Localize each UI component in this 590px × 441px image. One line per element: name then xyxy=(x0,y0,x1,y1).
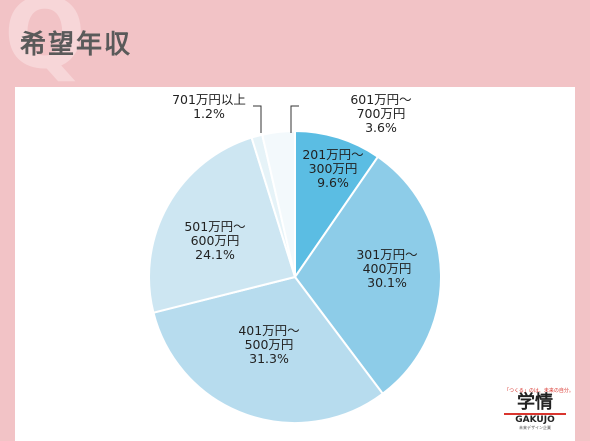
gakujo-logo: 「つくる」のは、未来の自分。 学情 GAKUJO 未来デザイン企業 xyxy=(504,387,574,431)
slice-label: 201万円〜 300万円 9.6% xyxy=(302,147,363,190)
slice-label: 301万円〜 400万円 30.1% xyxy=(356,247,417,290)
pie-chart: 201万円〜 300万円 9.6% 301万円〜 400万円 30.1% 401万円〜 500… xyxy=(148,92,442,424)
q-mark: Q xyxy=(4,0,86,90)
pie-slice xyxy=(152,275,385,424)
pie-slice xyxy=(293,155,442,396)
chart-panel: 201万円〜 300万円 9.6% 301万円〜 400万円 30.1% 401万円〜 500… xyxy=(15,87,575,441)
logo-name: GAKUJO xyxy=(504,413,566,425)
page-title: 希望年収 xyxy=(20,30,133,60)
slice-label: 401万円〜 500万円 31.3% xyxy=(238,323,299,366)
slice-label: 501万円〜 600万円 24.1% xyxy=(184,219,245,262)
pie-slice xyxy=(294,129,380,281)
logo-sub: 未来デザイン企業 xyxy=(519,425,551,430)
pie-slice xyxy=(261,129,296,278)
slice-label: 701万円以上 1.2% xyxy=(172,92,246,121)
leader-line xyxy=(253,105,262,133)
logo-mark: 学情 xyxy=(517,392,553,414)
slice-label: 601万円〜 700万円 3.6% xyxy=(350,92,411,135)
logo-tagline: 「つくる」のは、未来の自分。 xyxy=(504,388,574,395)
pie-slice xyxy=(148,136,297,314)
leader-line xyxy=(290,105,299,133)
